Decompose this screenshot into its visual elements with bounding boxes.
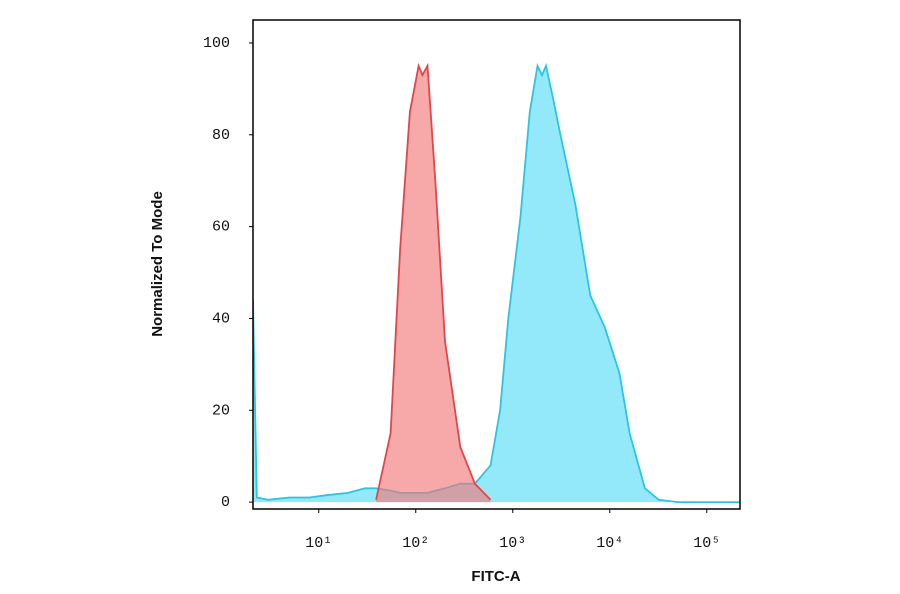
y-tick-label: 40	[212, 310, 230, 327]
plot-frame	[252, 19, 741, 510]
area-line	[253, 62, 740, 503]
x-tick-label: 10³	[499, 535, 526, 552]
x-axis-title: FITC-A	[471, 568, 520, 585]
area-fill	[253, 65, 740, 503]
y-tick-label: 100	[203, 35, 230, 52]
y-tick-label: 60	[212, 219, 230, 236]
area-line	[375, 62, 492, 501]
y-tick-label: 80	[212, 127, 230, 144]
x-tick-label: 10²	[402, 535, 429, 552]
area-fill	[376, 65, 491, 503]
y-axis-title: Normalized To Mode	[149, 191, 166, 337]
x-tick-label: 10⁴	[596, 535, 623, 552]
x-tick-label: 10⁵	[693, 535, 720, 552]
y-tick-label: 20	[212, 402, 230, 419]
y-tick-label: 0	[221, 494, 230, 511]
x-tick-label: 10¹	[305, 535, 332, 552]
